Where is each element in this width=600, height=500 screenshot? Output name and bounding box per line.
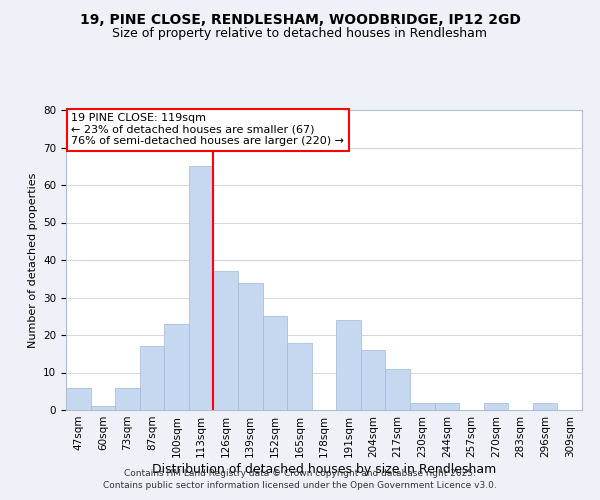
X-axis label: Distribution of detached houses by size in Rendlesham: Distribution of detached houses by size … — [152, 462, 496, 475]
Bar — [189, 166, 214, 410]
Bar — [385, 369, 410, 410]
Bar — [361, 350, 385, 410]
Bar — [410, 402, 434, 410]
Bar — [336, 320, 361, 410]
Bar — [287, 342, 312, 410]
Bar — [434, 402, 459, 410]
Bar — [66, 388, 91, 410]
Bar — [115, 388, 140, 410]
Text: Size of property relative to detached houses in Rendlesham: Size of property relative to detached ho… — [113, 28, 487, 40]
Bar — [214, 271, 238, 410]
Bar — [238, 282, 263, 410]
Text: Contains public sector information licensed under the Open Government Licence v3: Contains public sector information licen… — [103, 481, 497, 490]
Y-axis label: Number of detached properties: Number of detached properties — [28, 172, 38, 348]
Bar — [533, 402, 557, 410]
Bar — [140, 346, 164, 410]
Text: 19, PINE CLOSE, RENDLESHAM, WOODBRIDGE, IP12 2GD: 19, PINE CLOSE, RENDLESHAM, WOODBRIDGE, … — [80, 12, 520, 26]
Bar — [263, 316, 287, 410]
Bar — [484, 402, 508, 410]
Bar — [91, 406, 115, 410]
Text: 19 PINE CLOSE: 119sqm
← 23% of detached houses are smaller (67)
76% of semi-deta: 19 PINE CLOSE: 119sqm ← 23% of detached … — [71, 113, 344, 146]
Bar — [164, 324, 189, 410]
Text: Contains HM Land Registry data © Crown copyright and database right 2025.: Contains HM Land Registry data © Crown c… — [124, 468, 476, 477]
